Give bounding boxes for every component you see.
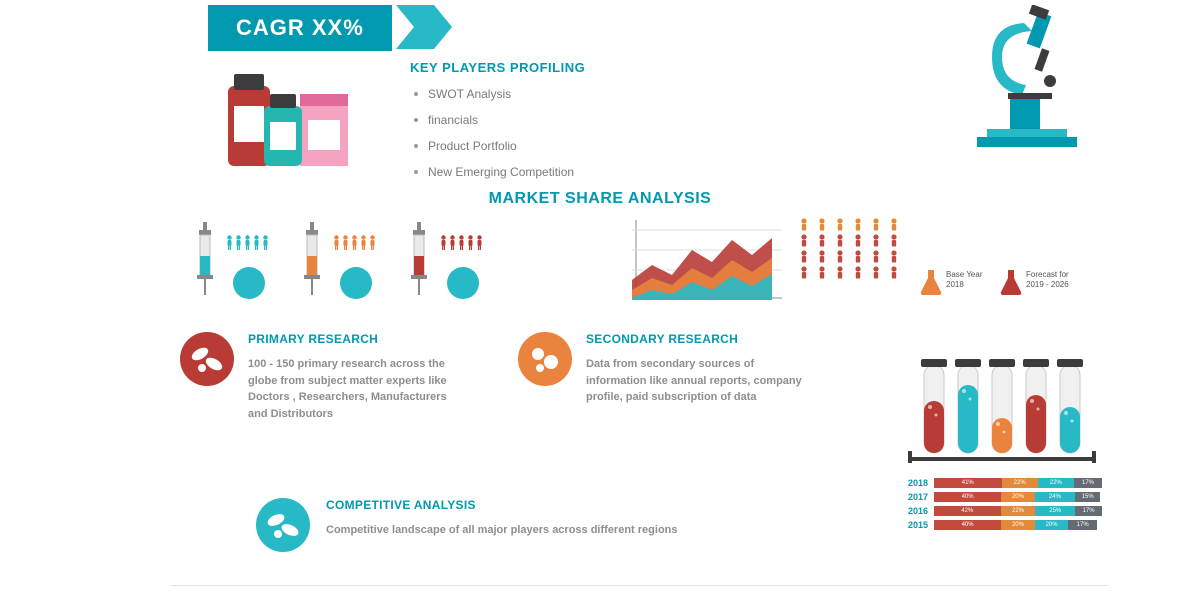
year-bar-segment: 22% [1038, 478, 1074, 488]
syringe-icon [404, 222, 434, 300]
secondary-research: SECONDARY RESEARCH Data from secondary s… [518, 332, 804, 422]
year-bar-segment: 22% [1002, 478, 1038, 488]
flask-forecast-label: Forecast for2019 - 2026 [1026, 270, 1069, 289]
pills-icon [180, 332, 234, 422]
banner-chevron-icon [396, 5, 452, 49]
primary-title: PRIMARY RESEARCH [248, 332, 466, 346]
cagr-text: CAGR XX% [208, 5, 392, 51]
market-area-chart [632, 220, 782, 300]
test-tubes-icon [902, 355, 1102, 470]
syringe-people [226, 235, 271, 256]
year-bar-row: 201841%22%22%17% [902, 478, 1102, 488]
competitive-title: COMPETITIVE ANALYSIS [326, 498, 688, 512]
syringe-icon [297, 222, 327, 300]
syringe-people [333, 235, 378, 256]
year-bar-segment: 20% [1035, 520, 1069, 530]
year-bar-segment: 20% [1001, 520, 1035, 530]
research-row: PRIMARY RESEARCH 100 - 150 primary resea… [180, 332, 804, 422]
year-bar: 41%22%22%17% [934, 478, 1102, 488]
cagr-banner: CAGR XX% [208, 5, 452, 51]
year-bar-segment: 22% [1001, 506, 1036, 516]
year-bar-segment: 17% [1074, 478, 1102, 488]
dot-icon [232, 266, 266, 300]
competitive-analysis: COMPETITIVE ANALYSIS Competitive landsca… [256, 498, 688, 557]
year-bar-label: 2015 [902, 520, 928, 530]
year-bar-segment: 15% [1075, 492, 1100, 502]
footer-divider [170, 585, 1108, 586]
primary-body: 100 - 150 primary research across the gl… [248, 356, 466, 422]
competitive-body: Competitive landscape of all major playe… [326, 522, 688, 539]
people-legend [800, 218, 908, 282]
key-players-list: SWOT Analysis financials Product Portfol… [410, 87, 585, 179]
year-bar-segment: 42% [934, 506, 1001, 516]
microscope-icon [952, 5, 1102, 155]
key-players-section: KEY PLAYERS PROFILING SWOT Analysis fina… [410, 60, 585, 191]
year-bar-segment: 40% [934, 492, 1001, 502]
people-grid [800, 218, 908, 282]
secondary-body: Data from secondary sources of informati… [586, 356, 804, 406]
flask-forecast [1000, 268, 1022, 301]
year-bar-segment: 17% [1068, 520, 1097, 530]
year-bar: 40%20%24%15% [934, 492, 1102, 502]
primary-research: PRIMARY RESEARCH 100 - 150 primary resea… [180, 332, 466, 422]
year-bar: 40%20%20%17% [934, 520, 1102, 530]
year-bar-segment: 20% [1001, 492, 1035, 502]
pills-icon [256, 498, 310, 557]
key-players-title: KEY PLAYERS PROFILING [410, 60, 585, 75]
flask-base [920, 268, 942, 301]
year-bar-row: 2016 42%22%25%17% [902, 506, 1102, 516]
year-bar: 42%22%25%17% [934, 506, 1102, 516]
key-players-item: financials [410, 113, 585, 127]
year-bar-label: 2018 [902, 478, 928, 488]
year-bar-label: 2017 [902, 492, 928, 502]
year-bar-segment: 40% [934, 520, 1001, 530]
year-bar-segment: 25% [1035, 506, 1075, 516]
syringe-icon [190, 222, 220, 300]
key-players-item: New Emerging Competition [410, 165, 585, 179]
year-stacked-bars: 201841%22%22%17%201740%20%24%15%201642%2… [902, 478, 1102, 534]
dot-icon [339, 266, 373, 300]
flask-base-label: Base Year2018 [946, 270, 982, 289]
year-bar-segment: 24% [1035, 492, 1075, 502]
year-bar-segment: 17% [1075, 506, 1102, 516]
medicine-bottles-icon [208, 72, 358, 182]
syringe-unit [297, 222, 378, 300]
dot-icon [446, 266, 480, 300]
syringe-row [190, 222, 485, 300]
key-players-item: Product Portfolio [410, 139, 585, 153]
year-bar-row: 201540%20%20%17% [902, 520, 1102, 530]
syringe-unit [190, 222, 271, 300]
syringe-unit [404, 222, 485, 300]
secondary-title: SECONDARY RESEARCH [586, 332, 804, 346]
key-players-item: SWOT Analysis [410, 87, 585, 101]
market-share-title: MARKET SHARE ANALYSIS [489, 190, 712, 208]
pills-icon [518, 332, 572, 422]
year-bar-row: 2017 40%20%24%15% [902, 492, 1102, 502]
year-bar-label: 2016 [902, 506, 928, 516]
syringe-people [440, 235, 485, 256]
year-bar-segment: 41% [934, 478, 1002, 488]
